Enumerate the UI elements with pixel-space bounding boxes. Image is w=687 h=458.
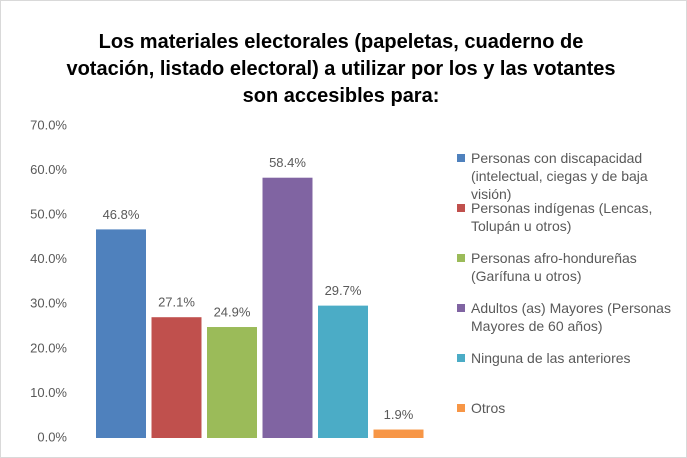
legend-swatch — [457, 304, 465, 312]
legend-swatch — [457, 404, 465, 412]
legend-swatch — [457, 204, 465, 212]
data-label: 27.1% — [158, 295, 195, 310]
y-tick-label: 0.0% — [37, 429, 67, 444]
legend-entry: Adultos (as) Mayores (Personas Mayores d… — [457, 299, 683, 349]
legend-swatch — [457, 254, 465, 262]
legend-entry: Personas afro-hondureñas (Garífuna u otr… — [457, 249, 683, 299]
data-label: 29.7% — [325, 283, 362, 298]
legend-entry: Ninguna de las anteriores — [457, 349, 683, 399]
y-tick-label: 40.0% — [30, 251, 67, 266]
bar — [151, 317, 202, 438]
data-label: 46.8% — [103, 207, 140, 222]
y-tick-label: 30.0% — [30, 296, 67, 311]
legend-swatch — [457, 154, 465, 162]
bar — [373, 429, 424, 438]
legend-label: Ninguna de las anteriores — [471, 350, 631, 366]
bar — [207, 327, 257, 438]
bar — [318, 305, 368, 438]
legend-label: Otros — [471, 400, 506, 416]
legend-label: Personas afro-hondureñas (Garífuna u otr… — [471, 250, 637, 284]
data-label: 24.9% — [214, 304, 251, 319]
y-tick-label: 50.0% — [30, 207, 67, 222]
legend-entry: Personas indígenas (Lencas, Tolupán u ot… — [457, 199, 683, 249]
y-tick-label: 20.0% — [30, 340, 67, 355]
y-tick-label: 70.0% — [30, 117, 67, 132]
legend-entry: Personas con discapacidad (intelectual, … — [457, 149, 683, 202]
legend-swatch — [457, 354, 465, 362]
y-tick-label: 10.0% — [30, 385, 67, 400]
legend-entry: Otros — [457, 399, 683, 449]
data-label: 58.4% — [269, 155, 306, 170]
y-tick-label: 60.0% — [30, 162, 67, 177]
legend-label: Personas con discapacidad (intelectual, … — [471, 150, 648, 202]
legend-label: Personas indígenas (Lencas, Tolupán u ot… — [471, 200, 653, 234]
bar — [96, 229, 146, 438]
bar — [262, 177, 313, 438]
legend-label: Adultos (as) Mayores (Personas Mayores d… — [471, 300, 671, 334]
legend: Personas con discapacidad (intelectual, … — [457, 149, 686, 449]
data-label: 1.9% — [384, 407, 414, 422]
chart-title: Los materiales electorales (papeletas, c… — [66, 31, 616, 107]
